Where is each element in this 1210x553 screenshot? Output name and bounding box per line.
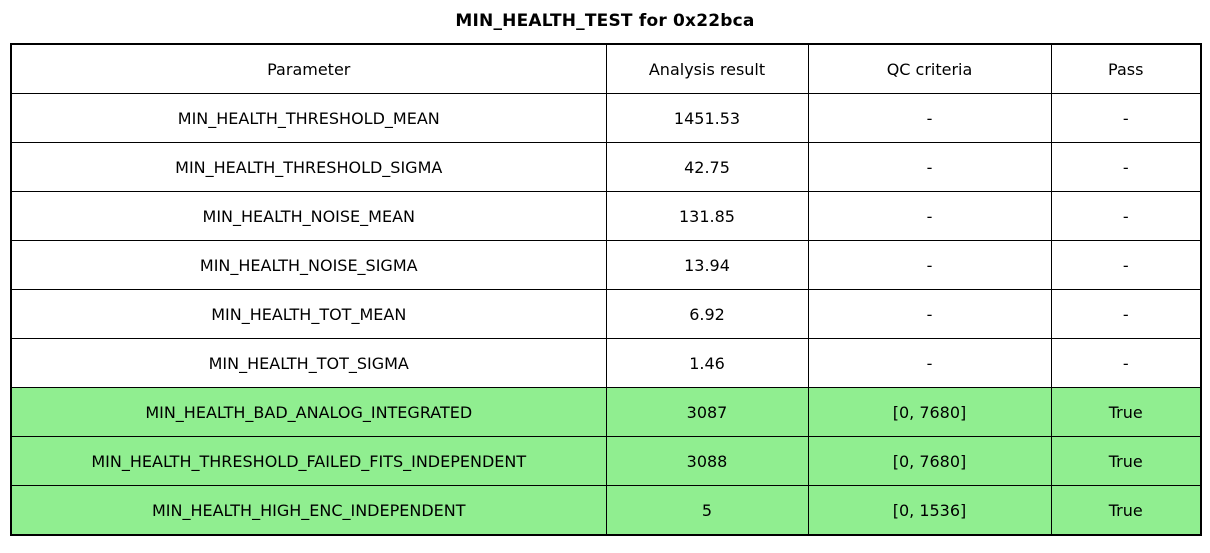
cell-pass: True: [1050, 387, 1202, 437]
table-row: MIN_HEALTH_TOT_SIGMA 1.46 - -: [10, 338, 1202, 388]
cell-analysis-result: 3087: [605, 387, 809, 437]
cell-qc-criteria: -: [807, 289, 1052, 339]
table-row-pass: MIN_HEALTH_THRESHOLD_FAILED_FITS_INDEPEN…: [10, 436, 1202, 486]
column-header-analysis-result: Analysis result: [605, 43, 809, 94]
qc-results-table: Parameter Analysis result QC criteria Pa…: [10, 43, 1202, 536]
table-row: MIN_HEALTH_NOISE_MEAN 131.85 - -: [10, 191, 1202, 241]
column-header-pass: Pass: [1050, 43, 1202, 94]
cell-qc-criteria: -: [807, 142, 1052, 192]
cell-qc-criteria: -: [807, 240, 1052, 290]
column-header-qc-criteria: QC criteria: [807, 43, 1052, 94]
cell-parameter: MIN_HEALTH_BAD_ANALOG_INTEGRATED: [10, 387, 607, 437]
table-row: MIN_HEALTH_THRESHOLD_MEAN 1451.53 - -: [10, 93, 1202, 143]
cell-analysis-result: 6.92: [605, 289, 809, 339]
table-row: MIN_HEALTH_NOISE_SIGMA 13.94 - -: [10, 240, 1202, 290]
cell-pass: -: [1050, 289, 1202, 339]
cell-analysis-result: 13.94: [605, 240, 809, 290]
cell-qc-criteria: -: [807, 338, 1052, 388]
cell-qc-criteria: [0, 7680]: [807, 436, 1052, 486]
cell-analysis-result: 5: [605, 485, 809, 536]
cell-pass: -: [1050, 240, 1202, 290]
cell-qc-criteria: -: [807, 191, 1052, 241]
cell-qc-criteria: [0, 7680]: [807, 387, 1052, 437]
cell-qc-criteria: -: [807, 93, 1052, 143]
cell-qc-criteria: [0, 1536]: [807, 485, 1052, 536]
cell-pass: -: [1050, 338, 1202, 388]
table-header-row: Parameter Analysis result QC criteria Pa…: [10, 43, 1202, 94]
cell-parameter: MIN_HEALTH_THRESHOLD_MEAN: [10, 93, 607, 143]
cell-parameter: MIN_HEALTH_NOISE_MEAN: [10, 191, 607, 241]
cell-analysis-result: 131.85: [605, 191, 809, 241]
cell-parameter: MIN_HEALTH_THRESHOLD_SIGMA: [10, 142, 607, 192]
cell-pass: -: [1050, 142, 1202, 192]
page-title: MIN_HEALTH_TEST for 0x22bca: [455, 11, 755, 31]
cell-analysis-result: 1451.53: [605, 93, 809, 143]
cell-pass: True: [1050, 485, 1202, 536]
table-row: MIN_HEALTH_THRESHOLD_SIGMA 42.75 - -: [10, 142, 1202, 192]
cell-parameter: MIN_HEALTH_THRESHOLD_FAILED_FITS_INDEPEN…: [10, 436, 607, 486]
table-row-pass: MIN_HEALTH_BAD_ANALOG_INTEGRATED 3087 [0…: [10, 387, 1202, 437]
cell-analysis-result: 1.46: [605, 338, 809, 388]
cell-pass: True: [1050, 436, 1202, 486]
cell-parameter: MIN_HEALTH_HIGH_ENC_INDEPENDENT: [10, 485, 607, 536]
column-header-parameter: Parameter: [10, 43, 607, 94]
cell-parameter: MIN_HEALTH_TOT_SIGMA: [10, 338, 607, 388]
cell-analysis-result: 3088: [605, 436, 809, 486]
table-row-pass: MIN_HEALTH_HIGH_ENC_INDEPENDENT 5 [0, 15…: [10, 485, 1202, 536]
cell-analysis-result: 42.75: [605, 142, 809, 192]
cell-parameter: MIN_HEALTH_TOT_MEAN: [10, 289, 607, 339]
table-row: MIN_HEALTH_TOT_MEAN 6.92 - -: [10, 289, 1202, 339]
cell-parameter: MIN_HEALTH_NOISE_SIGMA: [10, 240, 607, 290]
cell-pass: -: [1050, 191, 1202, 241]
cell-pass: -: [1050, 93, 1202, 143]
